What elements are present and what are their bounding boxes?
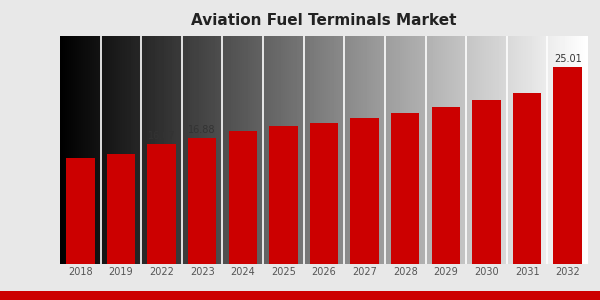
Text: 25.01: 25.01 [554, 54, 581, 64]
Bar [391, 113, 419, 264]
Bar [472, 100, 500, 264]
Bar [188, 138, 217, 264]
Bar [229, 131, 257, 264]
Bar [553, 68, 582, 264]
Bar [513, 93, 541, 264]
Bar [148, 144, 176, 264]
Bar [269, 126, 298, 264]
Bar [107, 154, 135, 264]
Bar [66, 158, 95, 264]
Title: Aviation Fuel Terminals Market: Aviation Fuel Terminals Market [191, 13, 457, 28]
Text: 16.07: 16.07 [148, 130, 175, 141]
Bar [350, 118, 379, 264]
Bar [310, 123, 338, 264]
Text: 16.88: 16.88 [188, 124, 216, 134]
Bar [431, 107, 460, 264]
